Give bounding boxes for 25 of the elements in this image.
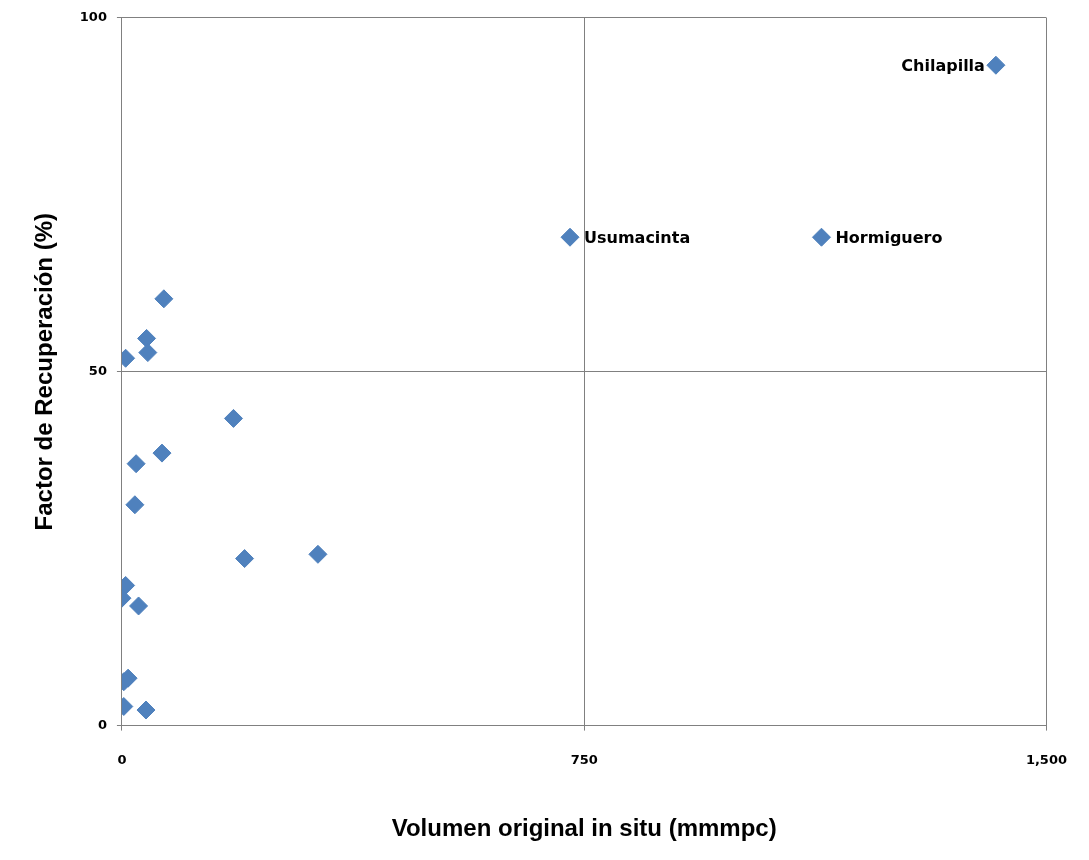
- y-tick-label: 50: [88, 363, 107, 379]
- point: [560, 227, 580, 247]
- x-axis-title: Volumen original in situ (mmmpc): [391, 814, 777, 842]
- x-tick-label: 750: [570, 751, 598, 767]
- point: [308, 544, 328, 564]
- point: [154, 289, 174, 309]
- annotation: Chilapilla: [901, 56, 985, 76]
- point: [235, 549, 255, 569]
- x-tick-label: 1,500: [1025, 751, 1067, 767]
- point: [811, 227, 831, 247]
- x-tick-label: 0: [117, 751, 127, 767]
- y-tick-label: 100: [79, 9, 107, 25]
- annotation: Hormiguero: [835, 228, 943, 248]
- point: [125, 495, 145, 515]
- point: [138, 343, 158, 363]
- y-axis-title: Factor de Recuperación (%): [30, 213, 58, 531]
- point: [126, 454, 146, 474]
- point: [986, 55, 1006, 75]
- point: [136, 700, 156, 720]
- y-tick-label: 0: [97, 716, 107, 732]
- point: [137, 328, 157, 348]
- point: [223, 408, 243, 428]
- point: [129, 596, 149, 616]
- point: [152, 443, 172, 463]
- annotation: Usumacinta: [584, 228, 691, 248]
